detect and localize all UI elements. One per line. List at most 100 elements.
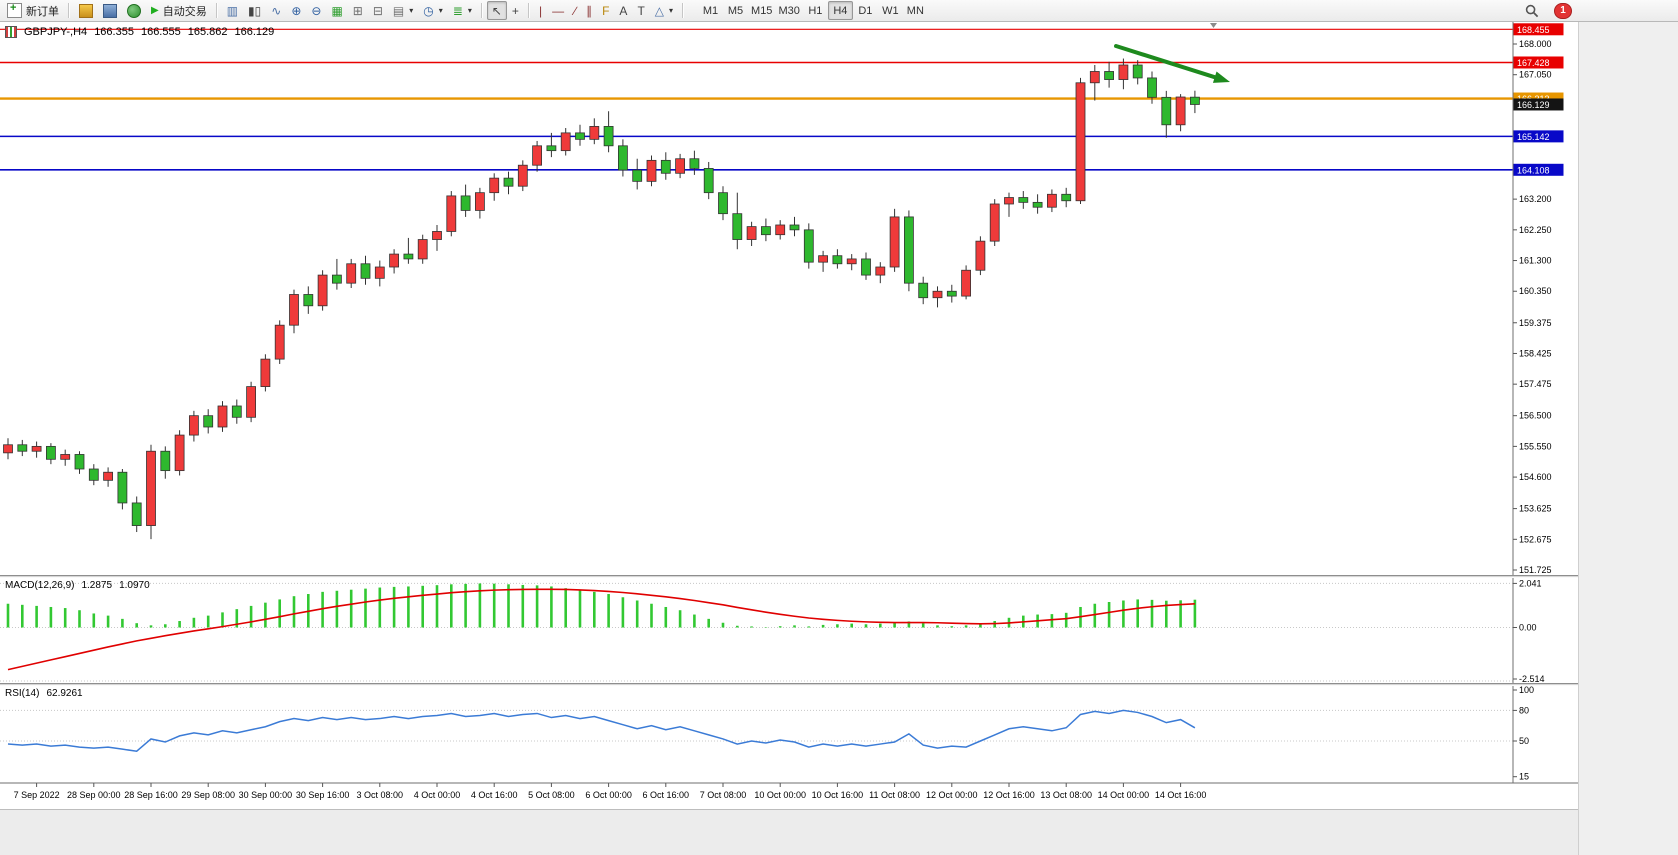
svg-text:161.300: 161.300 [1519,256,1552,266]
timeframe-button-mn[interactable]: MN [903,1,928,20]
timeframe-button-m5[interactable]: M5 [723,1,748,20]
zoom-in-icon: ⊕ [291,3,302,18]
svg-text:157.475: 157.475 [1519,379,1552,389]
timeframe-button-h4[interactable]: H4 [827,1,853,20]
svg-text:-2.514: -2.514 [1519,674,1545,684]
svg-text:14 Oct 16:00: 14 Oct 16:00 [1155,790,1207,800]
candlestick-button[interactable]: ▮▯ [243,1,266,20]
timeframe-button-w1[interactable]: W1 [878,1,903,20]
bar-chart-icon: ▥ [226,3,239,18]
period-button[interactable]: ◷ ▾ [418,1,448,20]
candlestick-icon: ▮▯ [248,3,262,18]
line-chart-icon: ∿ [271,3,282,18]
market-button[interactable] [74,1,98,20]
rsi-name: RSI(14) [5,688,40,699]
candles-layer [3,58,1200,540]
svg-text:12 Oct 16:00: 12 Oct 16:00 [983,790,1035,800]
ohlc-high: 166.555 [140,26,181,38]
svg-text:12 Oct 00:00: 12 Oct 00:00 [926,790,978,800]
svg-text:153.625: 153.625 [1519,504,1552,514]
time-axis[interactable]: 7 Sep 2022 28 Sep 00:00 28 Sep 16:00 29 Sep… [0,782,1578,800]
svg-text:154.600: 154.600 [1519,472,1552,482]
chart-header: GBPJPY-,H4 166.355 166.555 165.862 166.1… [5,26,274,38]
window-button-a[interactable]: ⊞ [348,1,368,20]
new-order-icon [7,2,22,18]
window-button-b[interactable]: ⊟ [368,1,388,20]
chevron-down-icon: ▾ [467,6,472,15]
new-chart-icon: ▤ [392,3,405,18]
vertical-line-button[interactable]: | [534,1,547,20]
svg-text:152.675: 152.675 [1519,534,1552,544]
new-chart-button[interactable]: ▤ ▾ [388,1,418,20]
timeframe-button-m1[interactable]: M1 [698,1,723,20]
rsi-label: RSI(14) 62.9261 [5,688,83,699]
cursor-icon: ↖ [491,3,502,18]
notification-badge[interactable]: 1 [1554,2,1572,19]
line-chart-button[interactable]: ∿ [266,1,286,20]
svg-text:50: 50 [1519,736,1529,746]
fibonacci-icon: F [602,3,610,18]
macd-signal-value: 1.0970 [119,580,150,591]
search-icon [1525,4,1539,17]
window-alt-icon: ⊟ [372,3,383,18]
search-button[interactable] [1520,1,1544,20]
signals-button[interactable] [98,1,122,20]
chart-canvas[interactable]: 168.000 167.050 163.200 162.250 161.300 160.3… [0,22,1578,809]
svg-text:80: 80 [1519,705,1529,715]
svg-text:162.250: 162.250 [1519,225,1552,235]
timeframe-button-d1[interactable]: D1 [853,1,878,20]
fibonacci-button[interactable]: F [597,1,614,20]
autotrading-button[interactable]: ▶ 自动交易 [146,1,212,20]
shapes-button[interactable]: △ ▾ [650,1,678,20]
window-icon: ⊞ [352,3,363,18]
price-axis[interactable]: 168.000 167.050 163.200 162.250 161.300 160.3… [1512,22,1552,783]
chart-background [0,22,1578,809]
svg-text:2.041: 2.041 [1519,578,1542,588]
macd-plot [0,582,1513,682]
svg-text:159.375: 159.375 [1519,318,1552,328]
svg-text:100: 100 [1519,685,1534,695]
chevron-down-icon: ▾ [438,6,443,15]
new-order-button[interactable]: 新订单 [2,1,64,20]
autotrading-play-icon: ▶ [151,4,159,16]
timeframe-button-m30[interactable]: M30 [775,1,802,20]
timeframe-button-h1[interactable]: H1 [803,1,828,20]
svg-text:15: 15 [1519,772,1529,782]
crosshair-button[interactable]: + [507,1,524,20]
indicators-button[interactable]: ≣ ▾ [448,1,477,20]
vertical-line-icon: | [538,3,543,18]
symbol-period-label: GBPJPY-,H4 [24,26,88,38]
zoom-out-icon: ⊖ [311,3,322,18]
svg-text:7 Oct 08:00: 7 Oct 08:00 [700,790,747,800]
macd-main-value: 1.2875 [81,580,113,591]
tile-windows-button[interactable]: ▦ [326,1,347,20]
text-tool-icon: A [619,3,628,18]
trend-arrow-annotation[interactable] [1114,44,1230,83]
text-tool-button[interactable]: A [614,1,632,20]
ohlc-close: 166.129 [234,26,275,38]
cursor-button[interactable]: ↖ [486,1,507,20]
panel-divider-rsi[interactable] [0,683,1578,686]
svg-text:7 Sep 2022: 7 Sep 2022 [14,790,60,800]
zoom-in-button[interactable]: ⊕ [286,1,306,20]
zoom-out-button[interactable]: ⊖ [306,1,326,20]
clock-icon: ◷ [423,3,434,18]
trend-line-button[interactable]: ∕ [569,1,581,20]
community-button[interactable] [122,1,146,20]
channel-button[interactable]: ∥ [581,1,597,20]
crosshair-icon: + [511,3,519,18]
label-tool-button[interactable]: T [632,1,649,20]
svg-text:160.350: 160.350 [1519,286,1552,296]
panel-divider-macd[interactable] [0,575,1578,578]
signals-icon [103,3,117,18]
level-lines[interactable] [0,28,1513,171]
ohlc-low: 165.862 [187,26,228,38]
horizontal-line-button[interactable]: — [547,1,569,20]
toolbar-separator [68,3,70,18]
svg-text:30 Sep 00:00: 30 Sep 00:00 [239,790,293,800]
rsi-value: 62.9261 [46,688,83,699]
chevron-down-icon: ▾ [409,6,414,15]
timeframe-button-m15[interactable]: M15 [748,1,775,20]
svg-text:168.455: 168.455 [1517,25,1550,35]
bar-chart-button[interactable]: ▥ [222,1,243,20]
